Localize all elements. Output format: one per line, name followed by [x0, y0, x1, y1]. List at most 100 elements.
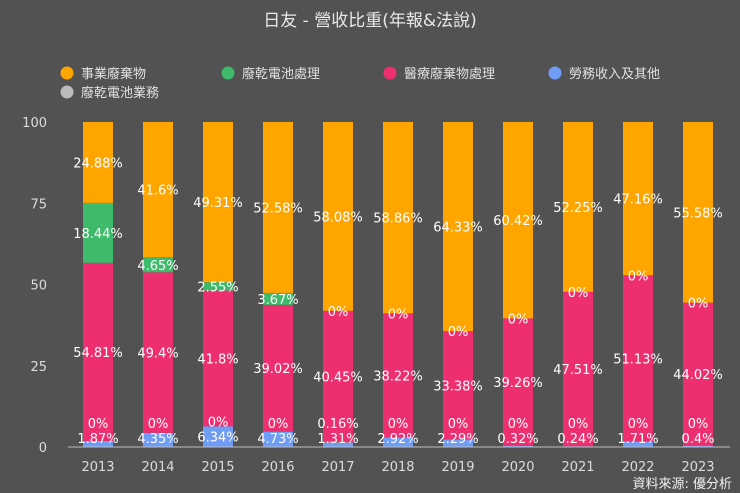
legend-label: 勞務收入及其他 [569, 67, 660, 82]
bar-segment [383, 313, 413, 438]
data-label: 1.31% [317, 432, 358, 447]
data-label: 0% [448, 325, 469, 340]
bar-segment [503, 445, 533, 447]
legend-marker [383, 66, 397, 80]
data-labels: 1.87%0%54.81%18.44%24.88%4.35%0%49.4%4.6… [73, 156, 723, 447]
data-label: 0.16% [317, 417, 358, 432]
data-label: 47.16% [613, 193, 663, 208]
bar-segment [683, 445, 713, 447]
data-label: 47.51% [553, 363, 603, 378]
legend-label: 事業廢棄物 [81, 66, 146, 82]
data-label: 0% [628, 417, 649, 432]
y-tick-label: 50 [30, 279, 47, 294]
data-label: 60.42% [493, 214, 543, 229]
data-label: 6.34% [197, 431, 238, 446]
x-tick-label: 2022 [621, 460, 654, 475]
data-label: 55.58% [673, 206, 723, 221]
data-label: 49.4% [137, 347, 178, 362]
y-axis: 0 25 50 75 100 [22, 116, 47, 456]
data-label: 0% [388, 417, 409, 432]
data-label: 0% [448, 417, 469, 432]
x-tick-label: 2013 [81, 460, 114, 475]
y-tick-label: 0 [39, 441, 47, 456]
y-tick-label: 75 [30, 197, 47, 212]
data-label: 52.58% [253, 201, 303, 216]
data-label: 0% [568, 286, 589, 301]
bar-segment [683, 302, 713, 446]
x-tick-label: 2017 [321, 460, 354, 475]
bar-segment [83, 262, 113, 441]
bar-segment [443, 122, 473, 332]
data-label: 51.13% [613, 352, 663, 367]
bars [83, 122, 713, 447]
data-label: 0% [508, 312, 529, 327]
bar-segment [383, 122, 413, 314]
data-label: 44.02% [673, 368, 723, 383]
data-label: 41.6% [137, 184, 178, 199]
bar-segment [323, 442, 353, 447]
bar-segment [143, 122, 173, 258]
data-label: 4.35% [137, 432, 178, 447]
x-tick-label: 2016 [261, 460, 294, 475]
data-label: 4.65% [137, 259, 178, 274]
x-tick-label: 2015 [201, 460, 234, 475]
bar-segment [203, 426, 233, 447]
data-label: 4.73% [257, 432, 298, 447]
data-label: 3.67% [257, 293, 298, 308]
data-label: 0% [268, 417, 289, 432]
data-label: 33.38% [433, 379, 483, 394]
bar-segment [323, 310, 353, 443]
data-label: 40.45% [313, 370, 363, 385]
bar-segment [683, 122, 713, 303]
x-tick-label: 2023 [681, 460, 714, 475]
y-tick-label: 25 [30, 360, 47, 375]
bar-segment [563, 122, 593, 292]
bar-segment [263, 292, 293, 305]
bar-segment [623, 122, 653, 276]
source-note: 資料來源: 優分析 [632, 477, 732, 492]
bar-segment [143, 272, 173, 433]
data-label: 0% [388, 307, 409, 322]
data-label: 1.71% [617, 432, 658, 447]
bar-segment [623, 441, 653, 447]
x-tick-label: 2019 [441, 460, 474, 475]
bar-segment [443, 331, 473, 440]
data-label: 54.81% [73, 346, 123, 361]
bar-segment [203, 122, 233, 283]
bar-segment [263, 304, 293, 432]
data-label: 0% [688, 417, 709, 432]
data-label: 0% [568, 417, 589, 432]
x-tick-label: 2020 [501, 460, 534, 475]
bar-segment [83, 440, 113, 447]
bar-segment [623, 275, 653, 442]
data-label: 18.44% [73, 227, 123, 242]
data-label: 0.24% [557, 432, 598, 447]
data-label: 0.32% [497, 432, 538, 447]
bar-segment [83, 202, 113, 263]
data-label: 0% [508, 417, 529, 432]
bar-segment [83, 122, 113, 203]
data-label: 41.8% [197, 352, 238, 367]
y-tick-label: 100 [22, 116, 47, 131]
data-label: 39.02% [253, 362, 303, 377]
data-label: 1.87% [77, 432, 118, 447]
bar-segment [203, 290, 233, 427]
bar-segment [503, 122, 533, 319]
data-label: 0% [148, 417, 169, 432]
bar-segment [563, 291, 593, 447]
bar-segment [143, 432, 173, 447]
data-label: 0.4% [681, 432, 714, 447]
data-label: 52.25% [553, 201, 603, 216]
data-label: 58.86% [373, 212, 423, 227]
x-tick-label: 2021 [561, 460, 594, 475]
chart-title: 日友 - 營收比重(年報&法說) [263, 11, 476, 31]
bar-segment [323, 442, 353, 443]
legend-label: 廢乾電池處理 [242, 67, 320, 82]
x-axis: 2013 2014 2015 2016 2017 2018 2019 2020 2021 2022… [81, 460, 714, 475]
data-label: 2.29% [437, 432, 478, 447]
legend-marker [548, 66, 562, 80]
data-label: 39.26% [493, 376, 543, 391]
bar-segment [443, 439, 473, 447]
